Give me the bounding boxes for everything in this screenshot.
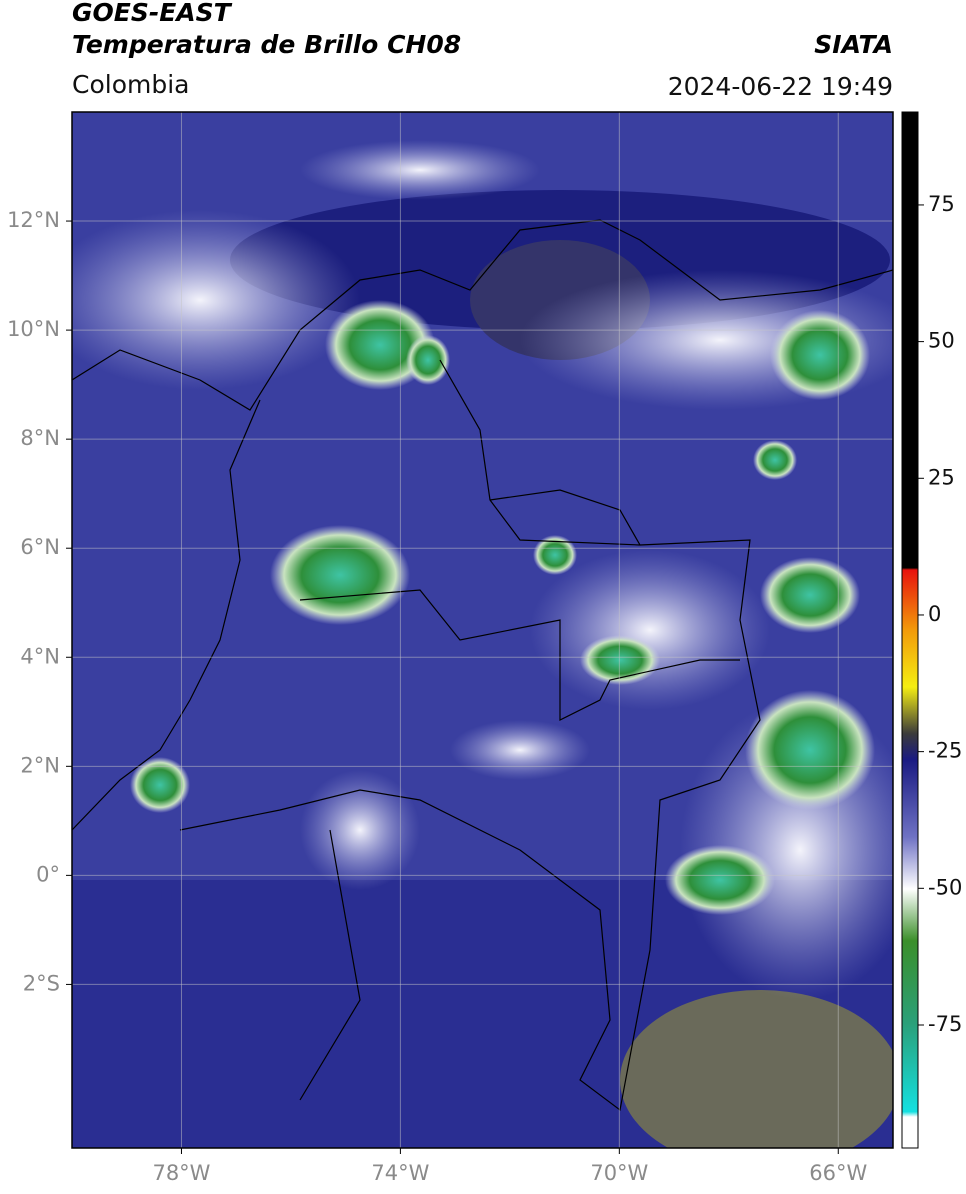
colorbar-label: -50 [928,875,962,899]
colorbar-label: 50 [928,329,955,353]
colorbar-label: 25 [928,465,955,489]
y-tick-label: 6°N [20,535,60,559]
y-tick-label: 2°S [23,971,60,995]
timestamp: 2024-06-22 19:49 [668,72,893,101]
colorbar-label: -75 [928,1012,962,1036]
region: Colombia [72,70,189,99]
y-tick-label: 4°N [20,644,60,668]
colorbar [901,111,919,1149]
grid [72,112,893,1148]
x-tick-label: 66°W [809,1161,867,1185]
map-frame [71,111,894,1149]
y-tick-label: 12°N [7,208,60,232]
colorbar-label: 75 [928,192,955,216]
title-line2: Temperatura de Brillo CH08 [72,30,461,59]
colorbar-label: 0 [928,602,941,626]
y-tick-label: 10°N [7,317,60,341]
x-tick-label: 70°W [590,1161,648,1185]
x-tick-label: 78°W [152,1161,210,1185]
title-line1: GOES-EAST [72,0,233,27]
satellite-image [72,112,893,1148]
y-tick-label: 8°N [20,426,60,450]
x-tick-label: 74°W [371,1161,429,1185]
colorbar-label: -25 [928,739,962,763]
y-tick-label: 2°N [20,753,60,777]
y-tick-label: 0° [36,862,60,886]
source: SIATA [814,30,893,59]
